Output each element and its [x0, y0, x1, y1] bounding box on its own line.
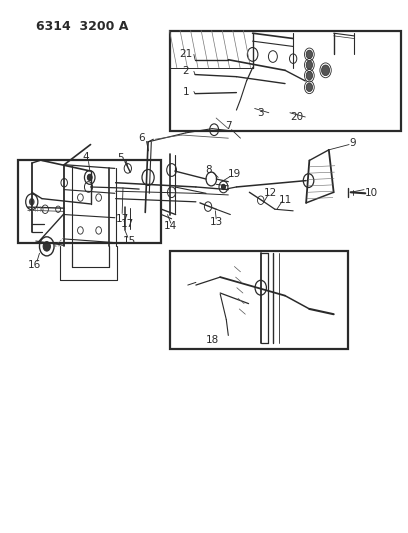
- Circle shape: [29, 198, 35, 206]
- Text: 1: 1: [182, 86, 189, 96]
- Circle shape: [87, 174, 92, 181]
- Text: 6: 6: [138, 133, 144, 143]
- Bar: [18, 160, 162, 243]
- Text: 2: 2: [182, 67, 189, 76]
- Text: 15: 15: [122, 236, 135, 246]
- Text: 17: 17: [120, 219, 134, 229]
- Text: 14: 14: [164, 221, 177, 231]
- Circle shape: [306, 50, 313, 59]
- Text: 17: 17: [115, 214, 129, 224]
- Text: 16: 16: [28, 261, 41, 270]
- Text: 5: 5: [118, 153, 124, 163]
- Circle shape: [306, 61, 313, 69]
- Text: 20: 20: [290, 112, 304, 122]
- Text: 7: 7: [225, 121, 232, 131]
- Text: 9: 9: [350, 138, 357, 148]
- Text: 11: 11: [278, 195, 292, 205]
- Text: 18: 18: [206, 335, 219, 345]
- Text: 4: 4: [82, 152, 89, 162]
- Circle shape: [306, 83, 313, 92]
- Text: 3: 3: [257, 108, 264, 118]
- Text: 6314  3200 A: 6314 3200 A: [36, 20, 128, 33]
- Circle shape: [322, 65, 330, 76]
- Text: 10: 10: [364, 188, 377, 198]
- Text: 21: 21: [179, 50, 193, 59]
- Text: 12: 12: [264, 188, 277, 198]
- Bar: [170, 30, 401, 131]
- Circle shape: [222, 184, 226, 190]
- Circle shape: [306, 71, 313, 80]
- Bar: [170, 251, 348, 349]
- Circle shape: [43, 241, 51, 251]
- Text: 19: 19: [228, 169, 241, 179]
- Text: 8: 8: [206, 165, 212, 175]
- Text: 13: 13: [210, 217, 223, 227]
